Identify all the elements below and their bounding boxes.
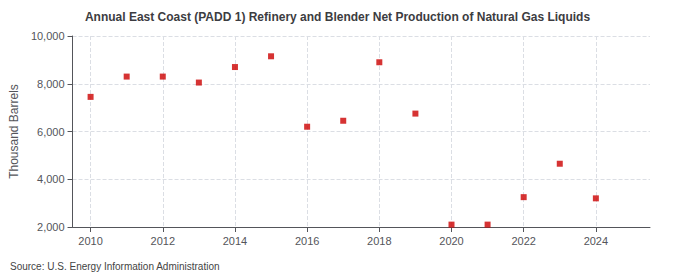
svg-text:2010: 2010 (78, 235, 102, 247)
svg-text:2012: 2012 (151, 235, 175, 247)
svg-text:2024: 2024 (584, 235, 608, 247)
svg-text:6,000: 6,000 (37, 126, 65, 138)
svg-text:8,000: 8,000 (37, 78, 65, 90)
svg-text:2016: 2016 (295, 235, 319, 247)
svg-text:4,000: 4,000 (37, 173, 65, 185)
svg-text:Thousand Barrels: Thousand Barrels (7, 84, 21, 179)
svg-text:10,000: 10,000 (31, 30, 65, 42)
svg-text:2014: 2014 (223, 235, 247, 247)
svg-text:2018: 2018 (367, 235, 391, 247)
svg-text:Source: U.S. Energy Informatio: Source: U.S. Energy Information Administ… (10, 261, 220, 272)
svg-text:2022: 2022 (511, 235, 535, 247)
svg-text:Annual East Coast (PADD 1) Ref: Annual East Coast (PADD 1) Refinery and … (85, 10, 591, 24)
svg-text:2,000: 2,000 (37, 221, 65, 233)
svg-text:2020: 2020 (439, 235, 463, 247)
